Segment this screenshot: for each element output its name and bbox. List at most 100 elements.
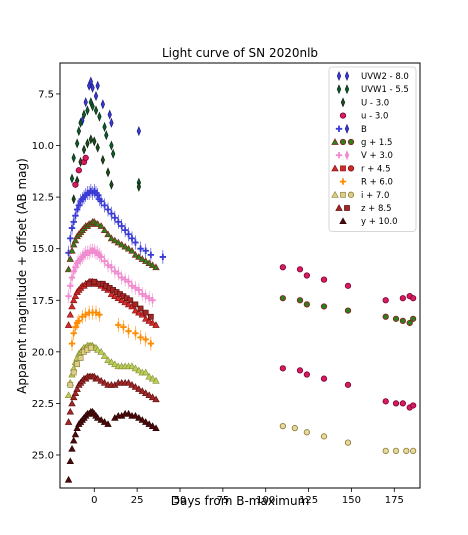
data-point — [279, 422, 286, 430]
data-point — [149, 297, 156, 304]
data-point — [107, 109, 112, 120]
data-point — [128, 282, 136, 290]
data-point — [90, 101, 95, 112]
legend-entry: U - 3.0 — [340, 97, 389, 108]
data-point — [94, 220, 102, 227]
data-point — [399, 317, 406, 325]
data-point — [344, 439, 352, 446]
legend-label: g + 1.5 — [361, 138, 392, 148]
data-point — [131, 306, 140, 314]
data-point — [90, 82, 95, 93]
legend-entry: y + 10.0 — [339, 217, 397, 227]
data-point — [392, 400, 400, 407]
legend-marker — [331, 190, 339, 198]
data-point — [69, 173, 75, 184]
series-9 — [86, 278, 154, 320]
data-point — [399, 295, 406, 302]
data-point — [70, 330, 77, 337]
legend-entry: u - 3.0 — [339, 112, 388, 122]
legend-label: R + 6.0 — [361, 178, 393, 188]
legend-label: i + 7.0 — [361, 191, 389, 201]
data-point — [92, 136, 97, 147]
data-point — [100, 226, 109, 233]
data-point — [279, 295, 286, 302]
data-point — [148, 261, 157, 269]
data-point — [136, 181, 141, 192]
legend-label: y + 10.0 — [361, 217, 397, 227]
data-point — [382, 398, 389, 405]
data-point — [131, 383, 140, 390]
axes-frame — [59, 62, 421, 489]
series-2 — [71, 134, 141, 205]
data-point — [73, 385, 81, 392]
data-point — [138, 387, 146, 394]
legend-marker — [339, 112, 347, 119]
data-point — [86, 280, 93, 287]
data-point — [78, 117, 83, 128]
legend-marker — [336, 70, 342, 82]
data-point — [73, 424, 81, 432]
data-point — [135, 385, 143, 392]
series-4 — [65, 183, 167, 264]
data-point — [135, 253, 143, 260]
data-point — [114, 294, 122, 302]
data-point — [142, 292, 149, 300]
data-point — [104, 356, 112, 363]
data-point — [320, 375, 328, 382]
data-point — [107, 234, 116, 242]
x-tick-label: 150 — [342, 495, 361, 506]
legend-entry: UVW1 - 5.5 — [336, 84, 409, 95]
data-point — [131, 411, 140, 419]
data-point — [159, 253, 167, 261]
data-point — [128, 362, 136, 370]
data-point — [83, 97, 88, 108]
legend-marker — [344, 205, 350, 211]
y-tick-label: 15.0 — [32, 244, 54, 255]
data-point — [64, 391, 73, 399]
legend-marker — [347, 165, 355, 172]
data-point — [95, 142, 100, 153]
data-point — [392, 447, 400, 454]
x-tick-label: 175 — [385, 495, 404, 506]
legend-marker — [335, 204, 343, 211]
legend-marker — [344, 70, 350, 82]
data-point — [410, 447, 417, 454]
series-11 — [68, 305, 155, 351]
legend-entry: B — [335, 123, 367, 135]
data-point — [66, 457, 74, 465]
data-point — [132, 284, 139, 292]
data-point — [303, 429, 310, 436]
y-tick-label: 22.5 — [32, 399, 54, 410]
data-point — [75, 317, 83, 325]
data-point — [101, 202, 108, 209]
data-point — [104, 261, 112, 269]
data-point — [75, 167, 82, 174]
y-tick-label: 10.0 — [32, 141, 54, 152]
legend-marker — [340, 191, 346, 198]
data-point — [111, 148, 116, 159]
data-point — [145, 391, 153, 399]
data-point — [128, 381, 136, 388]
data-point — [148, 374, 157, 382]
data-point — [118, 296, 126, 304]
data-point — [152, 263, 160, 271]
data-point — [74, 361, 81, 368]
data-point — [104, 230, 112, 238]
data-point — [132, 330, 139, 337]
data-point — [142, 315, 150, 322]
x-tick-label: 125 — [299, 495, 318, 506]
data-point — [135, 286, 143, 294]
data-point — [97, 198, 105, 205]
data-point — [121, 226, 129, 234]
data-point — [303, 371, 310, 378]
data-point — [131, 364, 140, 372]
data-point — [88, 134, 93, 145]
legend-marker — [336, 84, 342, 95]
data-point — [107, 358, 116, 366]
data-point — [71, 389, 80, 396]
data-point — [145, 294, 153, 302]
legend-marker — [347, 191, 355, 198]
data-point — [82, 311, 89, 318]
legend-label: r + 4.5 — [361, 164, 391, 174]
data-point — [81, 109, 87, 120]
